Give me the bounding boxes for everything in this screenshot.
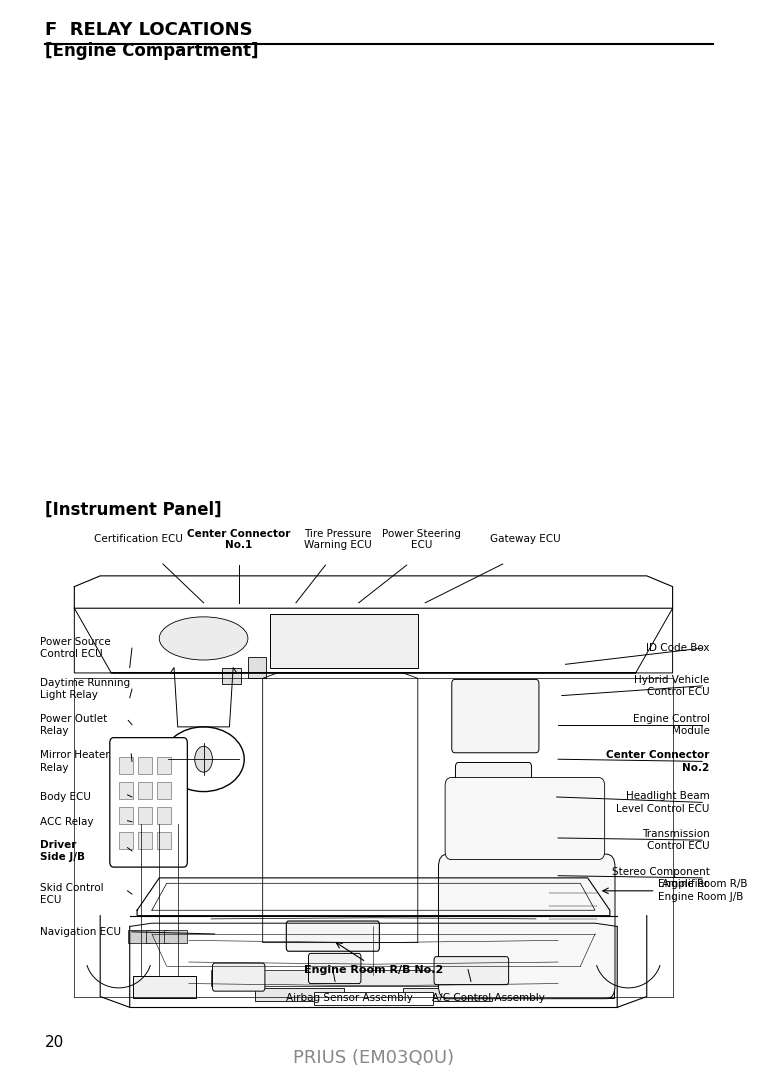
FancyBboxPatch shape	[452, 679, 539, 753]
Bar	[314, 992, 432, 1005]
Bar	[248, 657, 266, 678]
Bar	[137, 782, 152, 799]
Text: Headlight Beam
Level Control ECU: Headlight Beam Level Control ECU	[616, 791, 710, 813]
Text: Mirror Heater
Relay: Mirror Heater Relay	[40, 750, 109, 773]
Bar	[211, 970, 536, 986]
Bar	[157, 782, 171, 799]
Bar	[164, 929, 187, 942]
Text: PRIUS (EM03Q0U): PRIUS (EM03Q0U)	[293, 1049, 454, 1066]
Bar	[118, 757, 133, 774]
Bar	[118, 832, 133, 849]
Text: Certification ECU: Certification ECU	[94, 534, 183, 544]
Text: Gateway ECU: Gateway ECU	[489, 534, 560, 544]
Bar	[127, 929, 150, 942]
Text: Engine Room R/B
Engine Room J/B: Engine Room R/B Engine Room J/B	[658, 879, 747, 902]
Text: 20: 20	[45, 1036, 64, 1050]
Text: A/C Control Assembly: A/C Control Assembly	[432, 994, 545, 1003]
Text: Center Connector
No.2: Center Connector No.2	[606, 750, 710, 773]
Bar	[118, 782, 133, 799]
Bar	[137, 807, 152, 824]
Bar	[137, 757, 152, 774]
Text: Engine Room R/B No.2: Engine Room R/B No.2	[304, 964, 443, 975]
Text: Hybrid Vehicle
Control ECU: Hybrid Vehicle Control ECU	[634, 675, 710, 697]
Text: ECU: ECU	[411, 540, 432, 550]
Text: Daytime Running
Light Relay: Daytime Running Light Relay	[40, 678, 130, 700]
Bar	[146, 929, 168, 942]
Text: Power Steering: Power Steering	[382, 529, 461, 539]
Bar	[222, 667, 240, 684]
Text: [Engine Compartment]: [Engine Compartment]	[45, 42, 258, 60]
FancyBboxPatch shape	[439, 854, 615, 999]
FancyBboxPatch shape	[309, 953, 361, 984]
FancyBboxPatch shape	[110, 738, 187, 867]
Bar	[157, 807, 171, 824]
Text: ID Code Box: ID Code Box	[646, 644, 710, 653]
Text: Power Source
Control ECU: Power Source Control ECU	[40, 637, 111, 660]
Bar	[118, 807, 133, 824]
Circle shape	[195, 747, 213, 772]
Text: Power Outlet
Relay: Power Outlet Relay	[40, 713, 107, 736]
Text: Transmission
Control ECU: Transmission Control ECU	[642, 829, 710, 851]
FancyBboxPatch shape	[434, 957, 508, 985]
Text: Skid Control
ECU: Skid Control ECU	[40, 883, 103, 905]
Bar	[157, 832, 171, 849]
FancyBboxPatch shape	[455, 762, 531, 823]
Text: Driver
Side J/B: Driver Side J/B	[40, 840, 84, 862]
FancyBboxPatch shape	[445, 777, 604, 860]
Text: Center Connector: Center Connector	[187, 529, 291, 539]
Text: Body ECU: Body ECU	[40, 792, 91, 802]
Text: Tire Pressure: Tire Pressure	[304, 529, 372, 539]
Text: Navigation ECU: Navigation ECU	[40, 927, 121, 937]
Bar	[137, 832, 152, 849]
Text: ACC Relay: ACC Relay	[40, 816, 93, 827]
Bar	[134, 976, 196, 998]
Text: Warning ECU: Warning ECU	[304, 540, 372, 550]
Text: Stereo Component
Amplifier: Stereo Component Amplifier	[611, 866, 710, 889]
Text: No.1: No.1	[226, 540, 253, 550]
Bar	[403, 988, 492, 1001]
Text: [Instrument Panel]: [Instrument Panel]	[45, 501, 221, 518]
FancyBboxPatch shape	[213, 963, 265, 991]
Text: Airbag Sensor Assembly: Airbag Sensor Assembly	[286, 994, 413, 1003]
Text: Engine Control
Module: Engine Control Module	[633, 713, 710, 736]
Bar	[270, 614, 418, 667]
FancyBboxPatch shape	[286, 921, 379, 951]
Text: F  RELAY LOCATIONS: F RELAY LOCATIONS	[45, 21, 253, 39]
Ellipse shape	[159, 616, 248, 660]
Bar	[551, 976, 614, 998]
FancyBboxPatch shape	[545, 867, 601, 933]
Bar	[157, 757, 171, 774]
Ellipse shape	[163, 727, 244, 791]
Bar	[255, 988, 344, 1001]
